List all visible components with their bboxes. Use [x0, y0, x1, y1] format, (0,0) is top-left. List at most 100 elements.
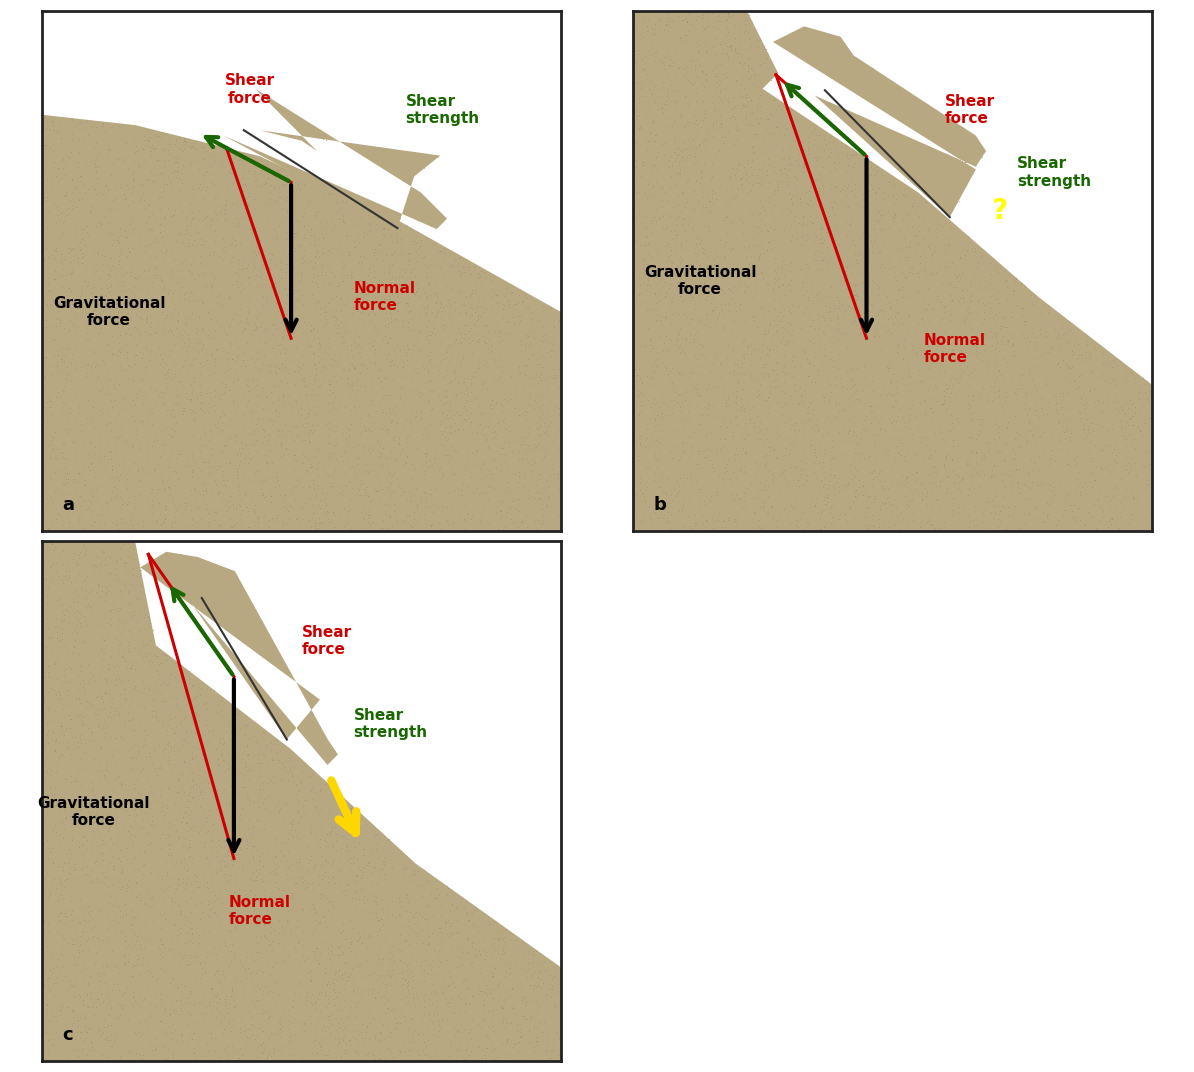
- Point: [119, 636, 139, 653]
- Point: [141, 403, 160, 420]
- Point: [253, 157, 272, 174]
- Point: [238, 738, 257, 755]
- Point: [180, 195, 199, 212]
- Point: [81, 844, 100, 861]
- Point: [340, 458, 359, 475]
- Point: [149, 495, 168, 512]
- Point: [887, 292, 906, 309]
- Point: [496, 967, 515, 984]
- Point: [664, 306, 683, 323]
- Point: [210, 1048, 229, 1066]
- Point: [383, 483, 402, 501]
- Point: [60, 972, 79, 989]
- Point: [316, 729, 336, 746]
- Point: [987, 333, 1007, 351]
- Point: [935, 199, 954, 217]
- Point: [90, 145, 109, 162]
- Point: [533, 507, 552, 524]
- Point: [739, 326, 758, 343]
- Point: [129, 682, 148, 699]
- Point: [838, 75, 857, 92]
- Point: [373, 253, 392, 270]
- Point: [885, 124, 904, 142]
- Point: [197, 436, 216, 453]
- Point: [930, 133, 949, 150]
- Point: [843, 426, 862, 443]
- Point: [140, 227, 159, 244]
- Point: [634, 220, 653, 237]
- Point: [330, 276, 349, 293]
- Point: [275, 921, 294, 938]
- Point: [774, 286, 793, 303]
- Point: [531, 485, 550, 502]
- Point: [127, 806, 146, 823]
- Point: [801, 317, 820, 334]
- Point: [381, 966, 400, 983]
- Point: [53, 946, 72, 963]
- Point: [373, 242, 392, 259]
- Point: [481, 343, 500, 360]
- Point: [361, 263, 380, 280]
- Point: [759, 341, 778, 358]
- Point: [814, 184, 833, 202]
- Point: [506, 465, 525, 482]
- Point: [916, 138, 935, 155]
- Point: [55, 568, 74, 585]
- Point: [173, 157, 192, 174]
- Point: [291, 976, 310, 993]
- Point: [628, 107, 647, 124]
- Point: [147, 232, 166, 249]
- Point: [263, 983, 282, 1000]
- Point: [187, 739, 207, 756]
- Point: [733, 213, 752, 230]
- Point: [171, 906, 190, 923]
- Point: [241, 965, 260, 982]
- Point: [693, 243, 712, 260]
- Point: [872, 228, 891, 245]
- Point: [869, 286, 888, 303]
- Point: [288, 1014, 307, 1031]
- Point: [398, 918, 417, 935]
- Point: [1140, 455, 1159, 472]
- Point: [38, 727, 57, 744]
- Point: [196, 345, 215, 362]
- Point: [678, 14, 697, 31]
- Point: [868, 307, 887, 324]
- Point: [681, 310, 700, 327]
- Point: [1014, 300, 1033, 317]
- Point: [1065, 485, 1084, 502]
- Point: [1098, 460, 1118, 477]
- Point: [191, 236, 210, 253]
- Point: [650, 283, 669, 300]
- Point: [490, 333, 509, 351]
- Point: [168, 559, 187, 576]
- Point: [303, 899, 322, 917]
- Point: [728, 516, 747, 533]
- Point: [338, 369, 357, 386]
- Point: [199, 907, 219, 924]
- Point: [105, 861, 124, 878]
- Point: [313, 244, 332, 262]
- Point: [689, 443, 708, 460]
- Point: [410, 240, 429, 257]
- Point: [78, 1046, 97, 1063]
- Point: [322, 357, 341, 374]
- Point: [978, 360, 997, 377]
- Point: [275, 1038, 294, 1055]
- Point: [220, 493, 239, 510]
- Point: [160, 130, 179, 147]
- Point: [1002, 309, 1021, 326]
- Point: [1066, 381, 1085, 398]
- Point: [293, 1049, 312, 1067]
- Point: [469, 359, 488, 376]
- Point: [215, 865, 234, 882]
- Point: [154, 512, 173, 530]
- Point: [819, 287, 838, 304]
- Point: [498, 1031, 517, 1048]
- Point: [740, 415, 759, 432]
- Point: [80, 674, 99, 691]
- Point: [38, 734, 57, 751]
- Point: [172, 165, 191, 182]
- Point: [484, 989, 503, 1007]
- Point: [984, 377, 1003, 394]
